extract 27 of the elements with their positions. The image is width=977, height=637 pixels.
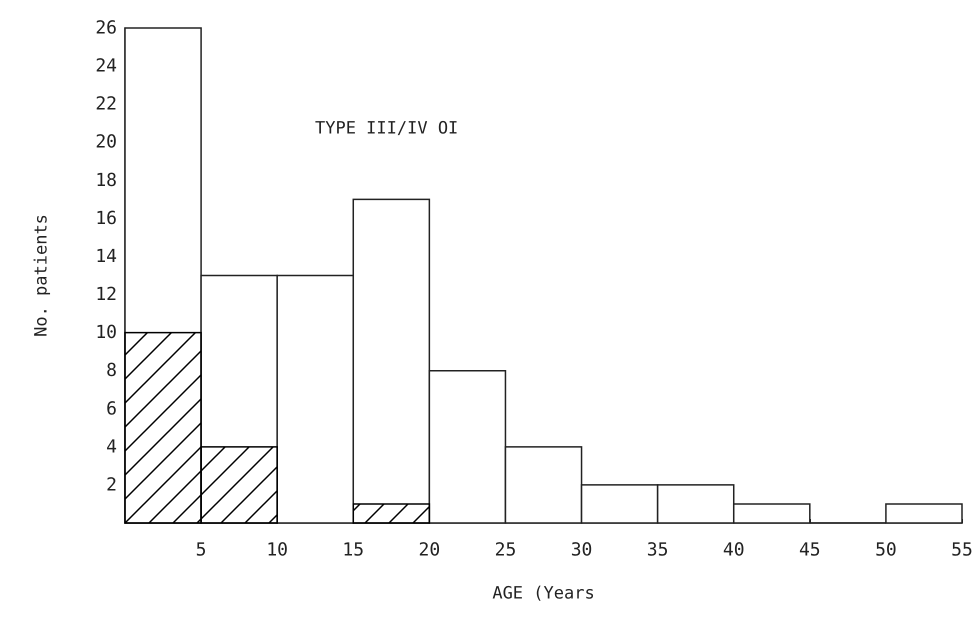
x-tick-label: 30: [570, 540, 592, 560]
y-tick-label: 8: [106, 360, 117, 382]
x-tick-label: 25: [494, 540, 516, 560]
y-tick-label: 6: [106, 398, 117, 420]
y-tick-label: 18: [95, 170, 117, 191]
x-tick-label: 50: [875, 540, 897, 560]
y-tick-label: 22: [95, 94, 117, 115]
y-tick-label: 4: [106, 436, 117, 458]
y-tick-label: 12: [95, 284, 117, 306]
y-tick-label: 2: [106, 474, 117, 496]
y-tick-label: 26: [95, 18, 117, 38]
y-tick-label: 16: [95, 208, 117, 229]
x-tick-label: 10: [266, 540, 288, 560]
x-tick-label: 40: [722, 540, 745, 560]
x-tick-label: 5: [196, 540, 207, 560]
y-tick-label: 20: [95, 132, 117, 153]
x-tick-label: 15: [342, 540, 364, 560]
y-axis-title: No. patients: [32, 214, 52, 337]
x-tick-label: 45: [798, 540, 821, 560]
y-tick-label: 14: [95, 246, 117, 267]
x-tick-label: 35: [646, 540, 668, 560]
y-tick-label: 10: [95, 322, 117, 344]
text: TYPE III/IV OI: [315, 118, 458, 138]
x-axis-title: AGE (Years: [492, 584, 595, 604]
y-tick-label: 24: [95, 56, 117, 77]
x-tick-label: 55: [951, 540, 973, 560]
x-tick-label: 20: [418, 540, 440, 560]
